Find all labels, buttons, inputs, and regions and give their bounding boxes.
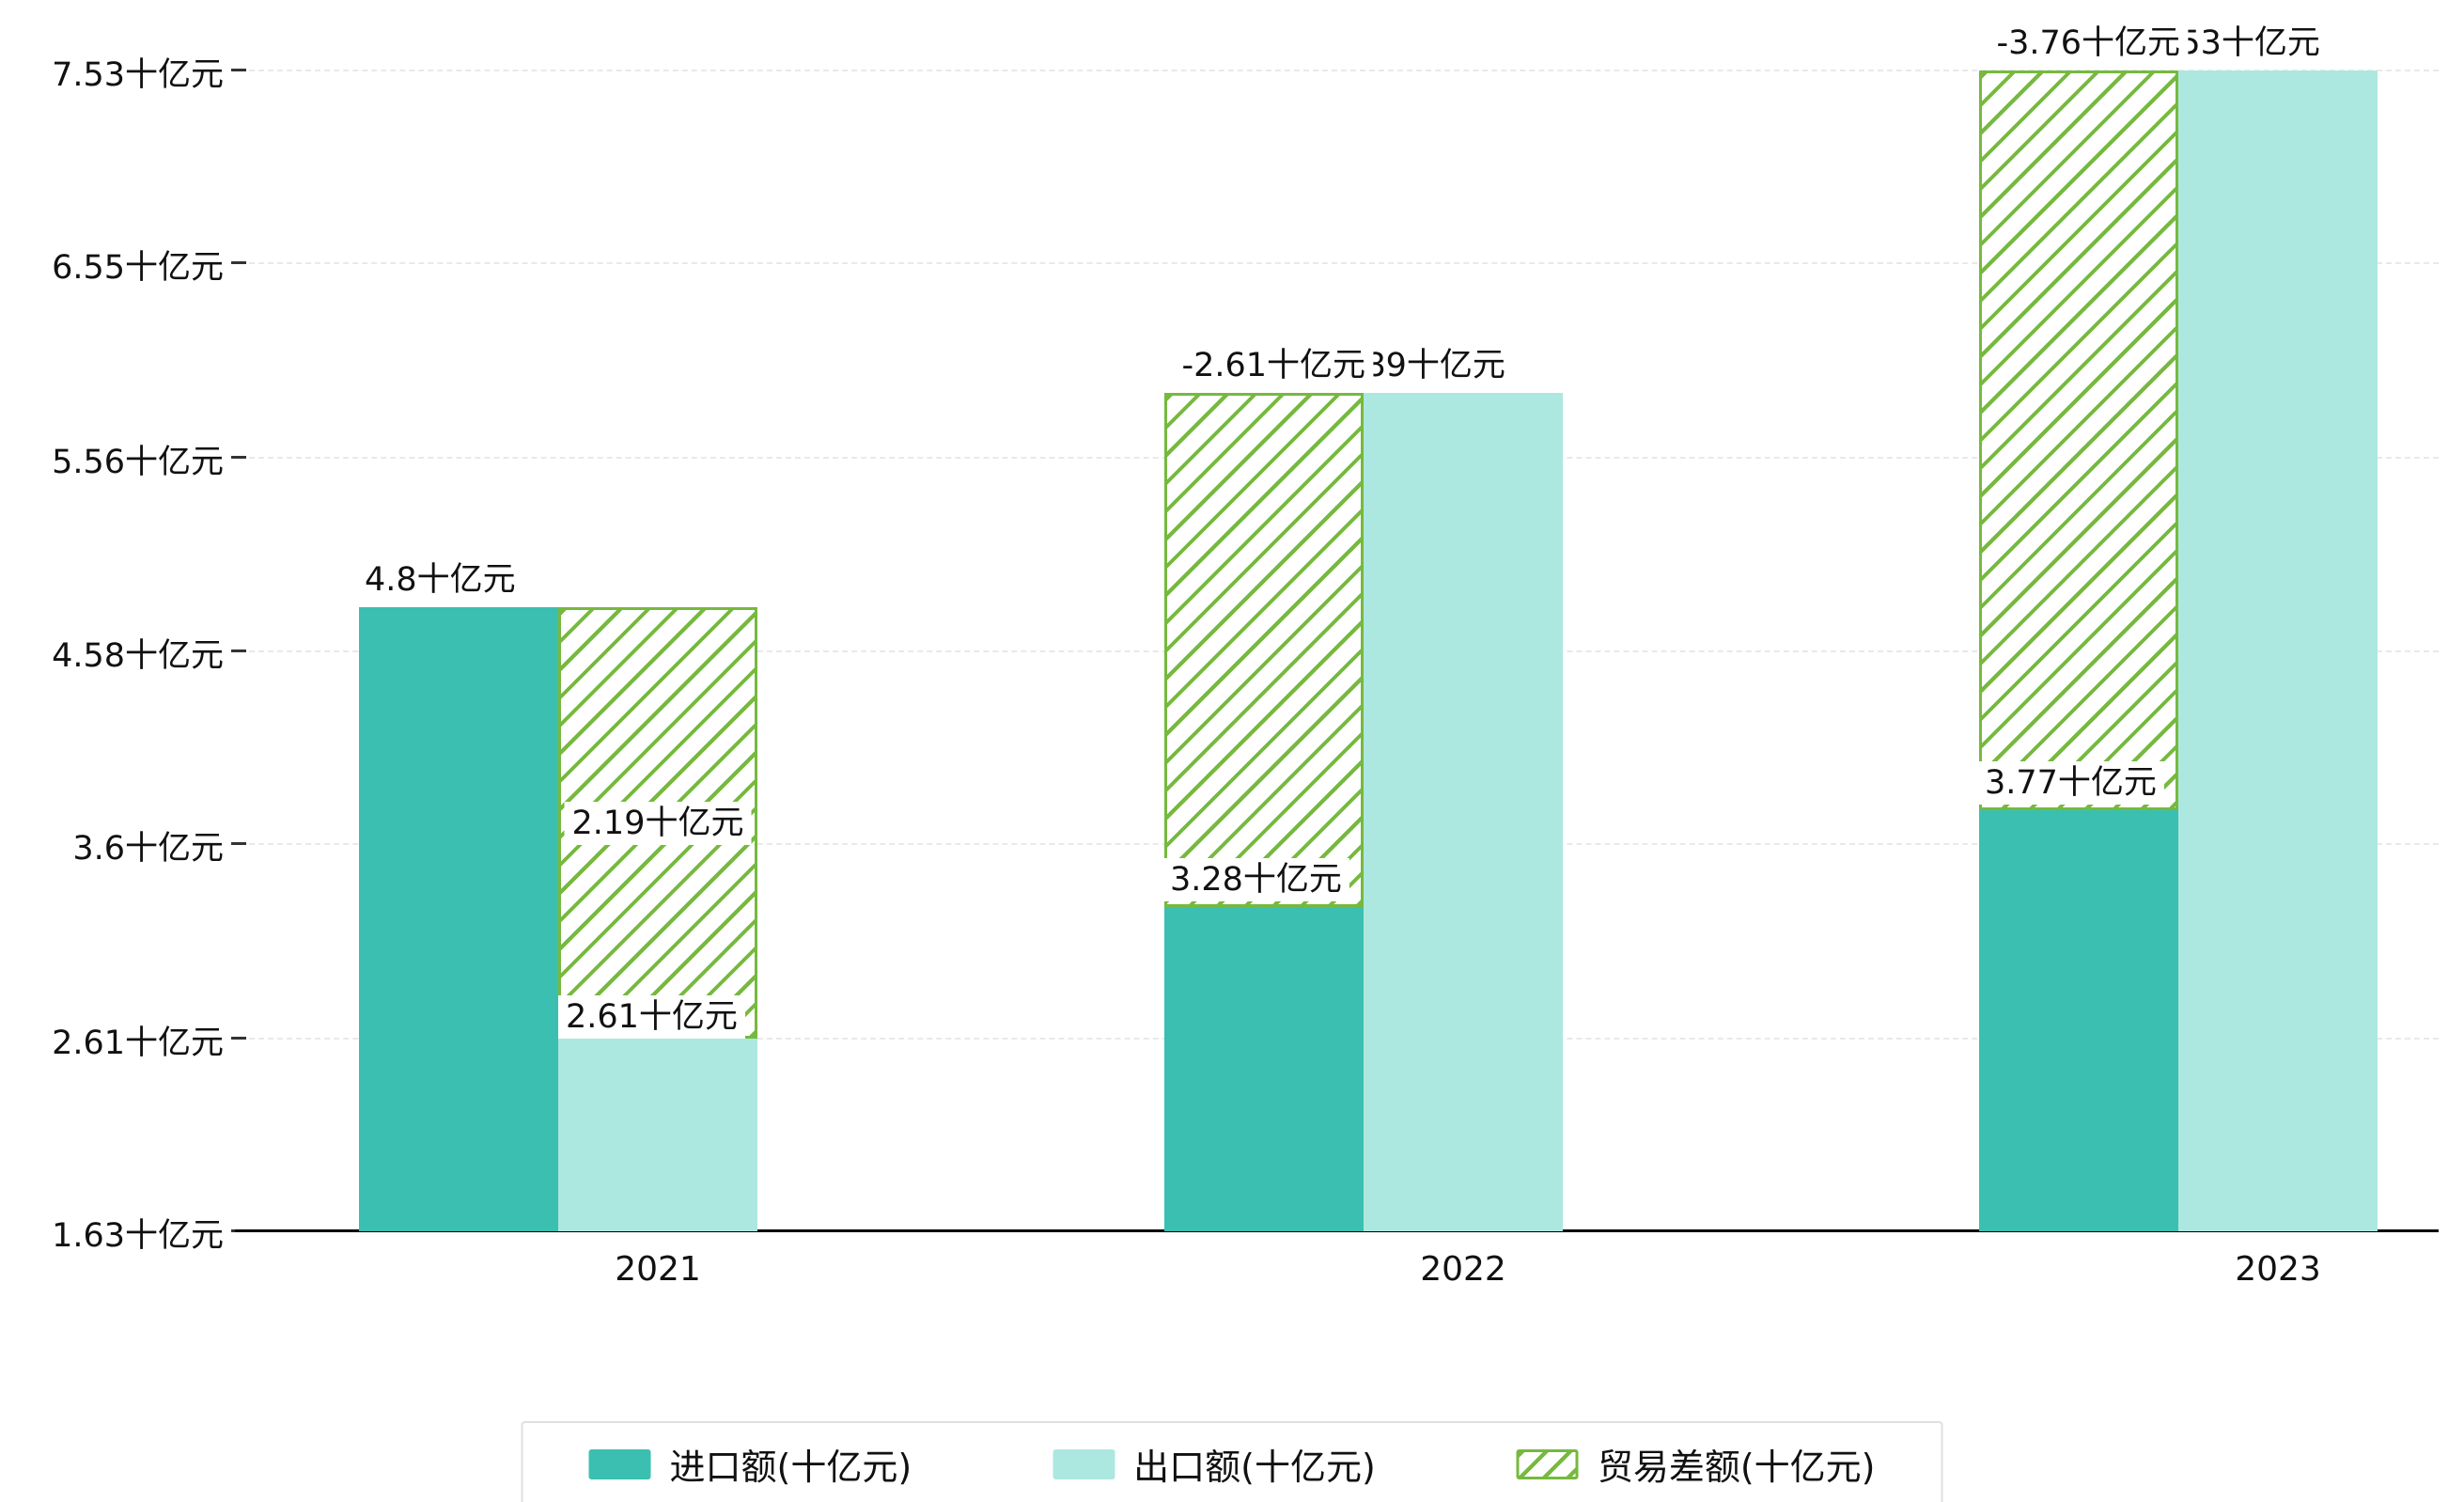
legend-item-export[interactable]: 出口额(十亿元) <box>1053 1438 1376 1490</box>
bar-export-2021 <box>558 1038 757 1231</box>
label-import-2023: 3.77十亿元 <box>1977 761 2164 806</box>
y-axis-label: 5.56十亿元 <box>52 444 224 482</box>
y-axis-tick <box>231 1036 246 1040</box>
legend-label-export: 出口额(十亿元) <box>1133 1447 1376 1488</box>
y-axis-label: 6.55十亿元 <box>52 249 224 288</box>
y-axis-label: 3.6十亿元 <box>72 829 224 868</box>
bar-import-2023 <box>1979 810 2178 1231</box>
gridline <box>240 70 2439 71</box>
bar-balance-2022 <box>1164 393 1364 907</box>
export-swatch-icon <box>1053 1448 1115 1479</box>
x-axis-label-2022: 2022 <box>1420 1250 1506 1289</box>
label-export-2021: 2.61十亿元 <box>558 994 745 1039</box>
bar-import-2022 <box>1164 906 1364 1231</box>
label-balance-2021: 2.19十亿元 <box>564 801 752 845</box>
legend-item-balance[interactable]: 贸易差额(十亿元) <box>1516 1438 1876 1490</box>
y-axis-tick <box>231 261 246 265</box>
y-axis-tick <box>231 456 246 460</box>
legend-label-import: 进口额(十亿元) <box>669 1447 912 1488</box>
x-axis-label-2021: 2021 <box>615 1250 701 1289</box>
label-balance-2022: -2.61十亿元 <box>1174 344 1373 388</box>
y-axis-label: 7.53十亿元 <box>52 56 224 94</box>
y-axis-label: 4.58十亿元 <box>52 636 224 675</box>
legend-label-balance: 贸易差额(十亿元) <box>1597 1447 1876 1488</box>
legend: 进口额(十亿元) 出口额(十亿元) 贸易差额(十亿元) <box>521 1421 1943 1502</box>
bar-balance-2023 <box>1979 70 2178 811</box>
label-import-2022: 3.28十亿元 <box>1162 857 1349 901</box>
y-axis-label: 2.61十亿元 <box>52 1024 224 1062</box>
bar-export-2023 <box>2178 70 2378 1231</box>
import-swatch-icon <box>588 1448 651 1479</box>
bar-export-2022 <box>1364 393 1563 1231</box>
y-axis-label: 1.63十亿元 <box>52 1217 224 1255</box>
y-axis-tick <box>231 841 246 845</box>
gridline <box>240 262 2439 265</box>
label-balance-2023: -3.76十亿元 <box>1988 22 2188 65</box>
legend-item-import[interactable]: 进口额(十亿元) <box>588 1438 912 1490</box>
x-axis-label-2023: 2023 <box>2235 1250 2321 1289</box>
trade-balance-swatch-icon <box>1516 1448 1579 1479</box>
label-import-2021: 4.8十亿元 <box>357 558 523 602</box>
bar-import-2021 <box>359 607 558 1231</box>
y-axis-tick <box>231 649 246 652</box>
y-axis-tick <box>231 69 246 71</box>
